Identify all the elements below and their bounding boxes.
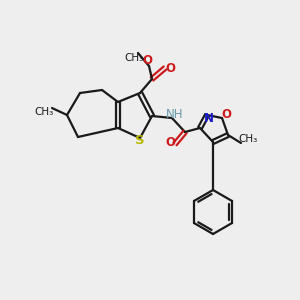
Text: O: O — [165, 61, 175, 74]
Text: NH: NH — [166, 109, 184, 122]
Text: O: O — [142, 55, 152, 68]
Text: CH₃: CH₃ — [34, 107, 54, 117]
Text: O: O — [221, 109, 231, 122]
Text: N: N — [204, 112, 214, 124]
Text: CH₃: CH₃ — [238, 134, 258, 144]
Text: CH₃: CH₃ — [124, 53, 144, 63]
Text: O: O — [165, 136, 175, 148]
Text: S: S — [135, 134, 145, 146]
